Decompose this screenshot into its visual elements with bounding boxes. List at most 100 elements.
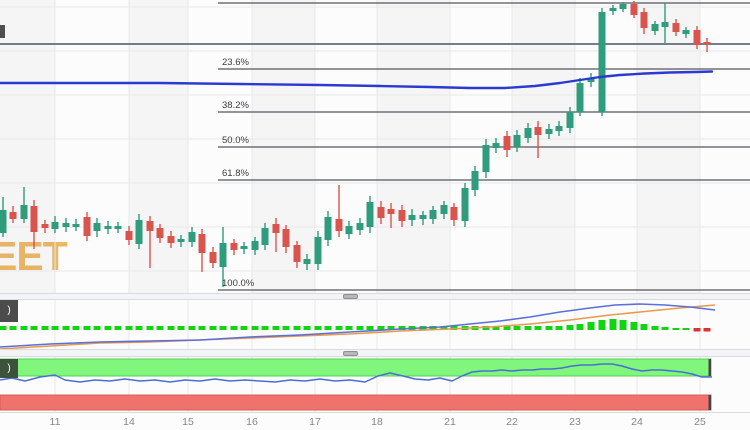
zone-end-cap [708, 359, 711, 376]
macd-histogram-bar [314, 326, 322, 330]
macd-histogram-bar [146, 326, 154, 330]
candle [20, 187, 28, 223]
macd-histogram-bar [30, 326, 38, 330]
candle [356, 218, 364, 235]
x-axis-label: 25 [694, 416, 706, 428]
macd-histogram-bar [219, 326, 227, 330]
candle [345, 221, 353, 239]
macd-histogram-bar [356, 326, 364, 330]
candle [335, 185, 343, 237]
x-axis-label: 11 [49, 416, 61, 428]
candle [104, 221, 112, 234]
candle [156, 224, 164, 243]
moving-average-line[interactable] [0, 70, 714, 90]
macd-histogram-bar [167, 326, 175, 330]
fib-level-label: 50.0% [222, 135, 249, 146]
macd-histogram-bar [251, 326, 259, 330]
x-axis-label: 23 [569, 416, 581, 428]
candle [51, 216, 59, 233]
candle [219, 227, 227, 287]
macd-histogram-bar [513, 326, 521, 330]
macd-histogram-bar [566, 325, 574, 330]
candle [471, 166, 479, 196]
candle [0, 197, 7, 237]
macd-histogram-bar [282, 326, 290, 330]
x-axis: 11 14 15 16 17 18 21 22 23 24 25 [0, 412, 750, 430]
candle [240, 242, 248, 254]
candle [619, 2, 627, 12]
candle [146, 216, 154, 268]
macd-histogram-bar [440, 326, 448, 330]
macd-histogram-bar [230, 326, 238, 330]
fib-level-label: 61.8% [222, 168, 249, 179]
macd-histogram-bar [156, 326, 164, 330]
fib-level-label: 38.2% [222, 100, 249, 111]
candle [261, 223, 269, 250]
candle [461, 183, 469, 227]
candle [125, 226, 133, 245]
candle [230, 239, 238, 255]
candle [72, 219, 80, 231]
candle [661, 3, 669, 43]
macd-histogram-bar [20, 326, 28, 330]
macd-indicator-label: ) [0, 300, 18, 322]
candle [83, 212, 91, 241]
zone-end-cap [708, 395, 711, 410]
panel-resize-handle[interactable] [343, 294, 358, 299]
candle [566, 107, 574, 133]
x-axis-label: 22 [506, 416, 518, 428]
macd-histogram-bar [177, 326, 185, 330]
macd-histogram-bar [324, 326, 332, 330]
macd-histogram-bar [240, 326, 248, 330]
candle [576, 78, 584, 116]
candle [703, 38, 711, 52]
macd-histogram-bar [41, 326, 49, 330]
x-axis-label: 14 [123, 416, 135, 428]
macd-histogram-bar [345, 326, 353, 330]
candle [293, 241, 301, 268]
overbought-zone [0, 358, 712, 377]
candle [93, 218, 101, 237]
candle [672, 19, 680, 36]
candle [251, 237, 259, 255]
oscillator-indicator-label: ) [0, 359, 18, 378]
candle [534, 121, 542, 158]
panel-resize-handle[interactable] [343, 351, 358, 356]
macd-histogram-bar [125, 326, 133, 330]
macd-histogram-bar [387, 326, 395, 330]
candle [503, 131, 511, 157]
macd-histogram-bar [398, 326, 406, 330]
candle [41, 220, 49, 233]
candle [429, 206, 437, 224]
macd-main-line [0, 303, 716, 348]
macd-histogram-bar [598, 320, 606, 330]
macd-histogram-bar [672, 328, 680, 330]
candle [135, 214, 143, 249]
candle [609, 5, 617, 15]
candle [282, 225, 290, 253]
candle [177, 235, 185, 247]
candle [198, 229, 206, 272]
candle [598, 8, 606, 116]
macd-histogram-bar [619, 320, 627, 330]
candle [387, 203, 395, 228]
candle [314, 231, 322, 270]
clipped-price-label [0, 25, 5, 38]
candle [587, 73, 595, 87]
macd-histogram-bar [377, 326, 385, 330]
candle [366, 196, 374, 233]
candle [419, 211, 427, 225]
candle [209, 247, 217, 268]
x-axis-label: 21 [444, 416, 456, 428]
macd-histogram-bar [72, 326, 80, 330]
macd-histogram-bar [9, 326, 17, 330]
macd-histogram-bar [545, 326, 553, 330]
macd-histogram-bar [630, 322, 638, 330]
candle [398, 205, 406, 227]
macd-histogram-bar [640, 324, 648, 330]
panel-separator [0, 349, 750, 357]
macd-histogram-bar [83, 326, 91, 330]
candle [524, 123, 532, 143]
candle [482, 139, 490, 178]
